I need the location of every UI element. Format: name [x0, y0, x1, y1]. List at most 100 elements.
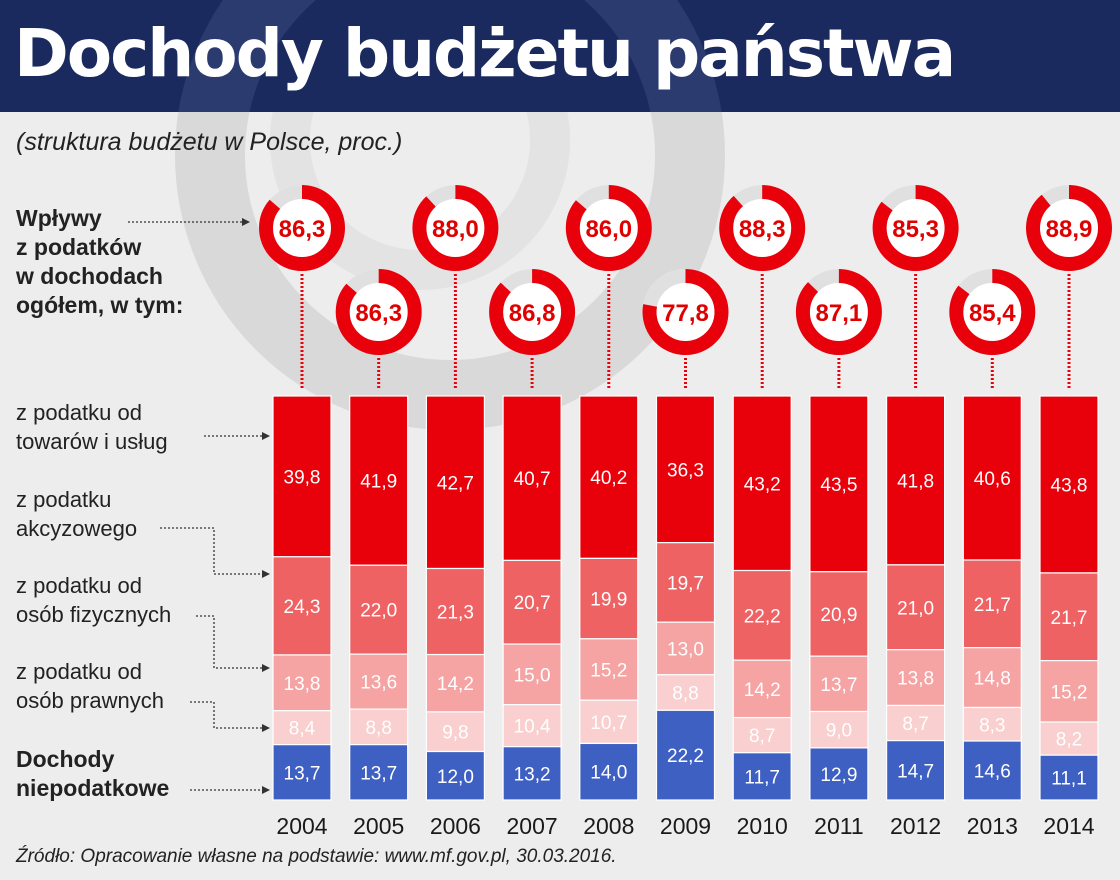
excise-arrowhead: [262, 570, 270, 578]
segment-value-label: 13,8: [284, 674, 321, 695]
nontax-label-line: niepodatkowe: [16, 775, 170, 801]
bar-segment-nontax-2008: [579, 742, 639, 801]
bar-segment-nontax-2004: [272, 744, 332, 801]
bar-segment-excise-2009: [655, 542, 716, 623]
donut-value-label: 86,3: [355, 300, 402, 327]
bar-segment-vat-2005: [349, 395, 409, 566]
segment-value-label: 9,0: [826, 721, 852, 742]
bar-segment-cit-2005: [349, 708, 409, 746]
donut-value-label: 77,8: [662, 300, 709, 327]
segment-value-label: 41,9: [360, 472, 397, 493]
page-title: Dochody budżetu państwa: [14, 15, 956, 92]
bar-segment-nontax-2013: [962, 740, 1022, 801]
donut-arc-2011: [795, 269, 882, 355]
bar-segment-cit-2006: [425, 711, 485, 753]
donut-arc-2005: [335, 269, 422, 355]
source-note: Źródło: Opracowanie własne na podstawie:…: [16, 846, 617, 867]
bar-segment-excise-2011: [809, 571, 869, 657]
segment-value-label: 43,8: [1051, 475, 1088, 496]
donut-value-label: 88,3: [739, 216, 786, 243]
pit-label-line: osób fizycznych: [16, 602, 172, 627]
bar-segment-nontax-2012: [885, 740, 946, 801]
segment-value-label: 43,5: [820, 475, 857, 496]
segment-value-label: 11,1: [1051, 769, 1087, 790]
year-label: 2007: [507, 813, 558, 839]
nontax-label: Dochody niepodatkowe: [16, 745, 169, 803]
segment-value-label: 10,7: [590, 713, 627, 734]
donut-value-label: 88,0: [432, 216, 479, 243]
segment-value-label: 24,3: [284, 597, 321, 618]
bar-segment-excise-2006: [425, 567, 485, 656]
segment-value-label: 13,0: [667, 640, 704, 661]
segment-value-label: 22,0: [360, 601, 397, 622]
year-label: 2008: [583, 813, 634, 839]
bar-segment-nontax-2009: [655, 709, 716, 801]
vat-label-line: z podatku od: [16, 400, 142, 425]
segment-value-label: 19,9: [590, 590, 627, 611]
segment-value-label: 43,2: [744, 474, 781, 495]
donut-value-label: 86,3: [279, 216, 326, 243]
segment-value-label: 14,7: [897, 761, 934, 782]
bar-segment-cit-2014: [1039, 721, 1099, 756]
cit-arrowhead: [262, 724, 270, 732]
segment-value-label: 22,2: [744, 606, 781, 627]
year-label: 2009: [660, 813, 711, 839]
tax-share-label-line: w dochodach: [16, 263, 163, 289]
bar-segment-nontax-2006: [425, 750, 485, 801]
segment-value-label: 8,2: [1056, 730, 1082, 751]
nontax-label-line: Dochody: [16, 746, 115, 772]
nontax-arrowhead: [262, 786, 270, 794]
bar-segment-vat-2013: [962, 395, 1022, 561]
bar-segment-nontax-2011: [809, 747, 869, 801]
cit-connector: [190, 701, 262, 729]
segment-value-label: 8,3: [979, 715, 1005, 736]
year-label: 2005: [353, 813, 404, 839]
segment-value-label: 36,3: [667, 460, 704, 481]
label-connectors: [128, 221, 262, 791]
segment-value-label: 13,7: [360, 763, 397, 784]
tax-share-label-line: Wpływy: [16, 205, 102, 231]
segment-value-label: 14,2: [437, 674, 474, 695]
segment-value-label: 14,6: [974, 762, 1011, 783]
bar-segment-excise-2012: [885, 564, 946, 651]
segment-value-label: 41,8: [897, 471, 934, 492]
donut-arc-2013: [949, 269, 1036, 355]
year-label: 2010: [737, 813, 788, 839]
cit-label: z podatku od osób prawnych: [16, 657, 164, 715]
segment-value-label: 8,7: [902, 714, 928, 735]
bar-segment-vat-2012: [885, 395, 946, 566]
donut-arc-2007: [489, 269, 576, 355]
segment-value-label: 9,8: [442, 723, 468, 744]
bar-segment-pit-2009: [655, 621, 716, 676]
excise-label-line: z podatku: [16, 487, 112, 512]
year-label: 2013: [967, 813, 1018, 839]
segment-value-label: 8,8: [365, 718, 391, 739]
donut-arc-2009: [642, 269, 729, 355]
bar-segment-cit-2013: [962, 706, 1022, 742]
segment-value-label: 21,0: [897, 598, 934, 619]
donut-arc-2006: [412, 185, 499, 271]
segment-value-label: 20,7: [514, 593, 551, 614]
cit-label-line: z podatku od: [16, 659, 142, 684]
bar-segment-pit-2011: [809, 655, 869, 713]
donut-arc-2004: [259, 185, 345, 271]
bar-segment-excise-2013: [962, 559, 1022, 649]
vat-arrowhead: [262, 432, 270, 440]
segment-value-label: 42,7: [437, 473, 474, 494]
segment-value-label: 8,4: [289, 719, 316, 740]
donut-arc-2010: [719, 185, 806, 271]
bar-segment-nontax-2014: [1039, 754, 1099, 801]
segment-value-label: 19,7: [667, 573, 704, 594]
bar-segment-nontax-2005: [349, 744, 409, 801]
bar-segment-pit-2010: [732, 659, 792, 719]
bar-segment-vat-2014: [1039, 395, 1099, 574]
bar-segment-vat-2004: [272, 395, 332, 558]
excise-label: z podatku akcyzowego: [16, 485, 137, 543]
tax-share-label-line: ogółem, w tym:: [16, 292, 184, 318]
donut-arc-2008: [565, 185, 652, 271]
donut-value-label: 85,3: [892, 216, 939, 243]
year-label: 2012: [890, 813, 941, 839]
excise-label-line: akcyzowego: [16, 516, 138, 541]
bar-segment-cit-2004: [272, 710, 332, 746]
